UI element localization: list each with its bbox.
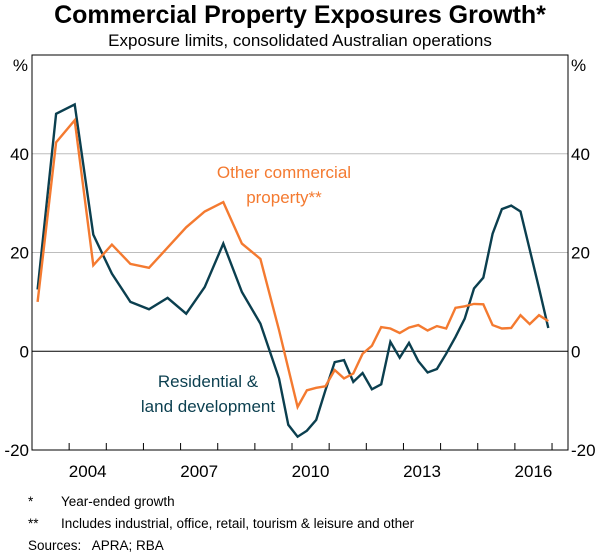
sources-text: Sources: APRA; RBA <box>28 538 164 553</box>
chart-subtitle: Exposure limits, consolidated Australian… <box>108 31 492 50</box>
y-tick-label-right: 20 <box>571 244 590 263</box>
other-commercial-series-label: Other commercial <box>217 163 351 182</box>
chart-title: Commercial Property Exposures Growth* <box>54 1 546 29</box>
x-tick-label: 2004 <box>69 462 107 481</box>
y-tick-label-left: 40 <box>10 145 29 164</box>
residential-series-line <box>36 102 550 439</box>
y-tick-label-right: 40 <box>571 145 590 164</box>
x-tick-label: 2007 <box>180 462 218 481</box>
footnote-mark: * <box>28 494 34 509</box>
y-tick-label-right: 0 <box>571 342 580 361</box>
series-lines <box>36 102 550 439</box>
y-tick-label-right: -20 <box>571 441 596 460</box>
other-commercial-series-line <box>36 117 549 411</box>
footnote-text: Includes industrial, office, retail, tou… <box>61 516 415 531</box>
x-tick-label: 2010 <box>292 462 330 481</box>
footnote-1: * Year-ended growth <box>28 491 414 513</box>
other-commercial-series-label: property** <box>246 188 322 207</box>
sources: Sources: APRA; RBA <box>28 535 414 557</box>
footnote-text: Year-ended growth <box>61 494 175 509</box>
plot-frame <box>31 54 569 451</box>
x-tick-label: 2016 <box>515 462 553 481</box>
footnotes: * Year-ended growth ** Includes industri… <box>28 491 414 557</box>
y-tick-label-left: 0 <box>20 342 29 361</box>
y-axis-unit-right: % <box>571 56 586 75</box>
y-tick-label-left: 20 <box>10 244 29 263</box>
axes: -20 -20 0 0 20 20 40 40% % 2004 2007 2010 2013 2016 <box>4 54 596 481</box>
gridlines <box>32 153 568 352</box>
residential-series-label: Residential & <box>158 372 259 391</box>
footnote-2: ** Includes industrial, office, retail, … <box>28 513 414 535</box>
series-labels: Residential & land development Other comme… <box>141 163 351 416</box>
y-tick-label-left: -20 <box>4 441 29 460</box>
footnote-mark: ** <box>28 516 39 531</box>
residential-series-label: land development <box>141 397 275 416</box>
x-tick-label: 2013 <box>403 462 441 481</box>
y-axis-unit-left: % <box>13 56 28 75</box>
